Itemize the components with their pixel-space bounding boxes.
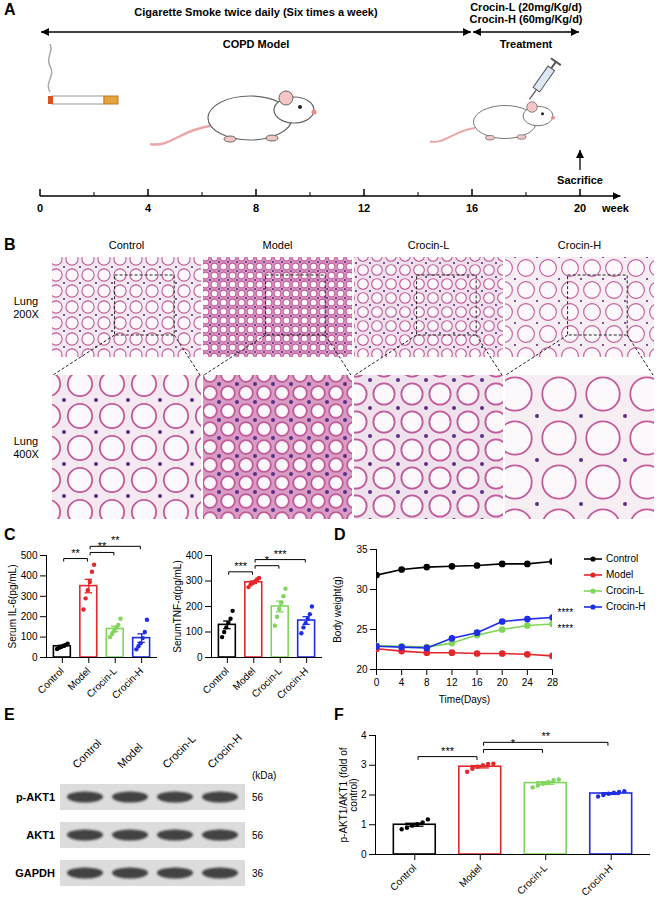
svg-text:300: 300 bbox=[186, 575, 203, 586]
html-text:Control: Control bbox=[606, 553, 639, 564]
svg-text:12: 12 bbox=[446, 677, 458, 688]
svg-text:Crocin-H: Crocin-H bbox=[275, 665, 311, 701]
svg-text:****: **** bbox=[558, 607, 574, 618]
svg-text:Lung: Lung bbox=[14, 295, 38, 307]
svg-text:100: 100 bbox=[186, 626, 203, 637]
svg-text:Crocin-L (20mg/Kg/d): Crocin-L (20mg/Kg/d) bbox=[470, 1, 582, 13]
svg-text:8: 8 bbox=[253, 202, 259, 214]
svg-text:16: 16 bbox=[472, 677, 484, 688]
svg-text:***: *** bbox=[234, 560, 248, 572]
svg-text:0: 0 bbox=[37, 202, 43, 214]
svg-text:COPD Model: COPD Model bbox=[223, 38, 290, 50]
svg-text:400X: 400X bbox=[13, 448, 39, 460]
svg-text:200: 200 bbox=[21, 611, 38, 622]
html-text:A: A bbox=[4, 1, 16, 18]
svg-text:16: 16 bbox=[466, 202, 478, 214]
svg-text:Crocin-L: Crocin-L bbox=[84, 665, 119, 700]
svg-text:400: 400 bbox=[21, 570, 38, 581]
svg-text:0: 0 bbox=[361, 849, 367, 860]
svg-text:AKT1: AKT1 bbox=[26, 829, 55, 841]
svg-text:*: * bbox=[265, 554, 270, 566]
svg-text:Control: Control bbox=[70, 737, 104, 771]
svg-text:400: 400 bbox=[186, 550, 203, 561]
svg-text:0: 0 bbox=[197, 652, 203, 663]
svg-text:****: **** bbox=[558, 623, 574, 634]
html-text:Crocin-H: Crocin-H bbox=[606, 601, 646, 612]
svg-text:Lung: Lung bbox=[14, 435, 38, 447]
svg-text:**: ** bbox=[541, 730, 550, 742]
svg-text:Crocin-L: Crocin-L bbox=[515, 862, 550, 897]
svg-text:56: 56 bbox=[252, 792, 264, 803]
svg-text:SerumTNF-α(pg/mL): SerumTNF-α(pg/mL) bbox=[172, 560, 183, 652]
svg-text:**: ** bbox=[71, 547, 80, 559]
svg-text:Treatment: Treatment bbox=[500, 38, 553, 50]
svg-text:p-AKT1/AKT1 (fold ofcontrol): p-AKT1/AKT1 (fold ofcontrol) bbox=[338, 747, 359, 842]
svg-text:12: 12 bbox=[358, 202, 370, 214]
svg-text:24: 24 bbox=[522, 677, 534, 688]
svg-text:GAPDH: GAPDH bbox=[15, 867, 55, 879]
svg-text:35: 35 bbox=[356, 544, 368, 555]
svg-text:Control: Control bbox=[388, 862, 419, 893]
svg-text:Control: Control bbox=[35, 665, 66, 696]
svg-text:***: *** bbox=[274, 548, 288, 560]
svg-text:**: ** bbox=[98, 540, 107, 552]
svg-text:8: 8 bbox=[424, 677, 430, 688]
svg-text:Crocin-H: Crocin-H bbox=[579, 862, 615, 898]
svg-text:Model: Model bbox=[230, 665, 258, 693]
svg-text:56: 56 bbox=[252, 830, 264, 841]
svg-text:Crocin-H: Crocin-H bbox=[110, 665, 146, 701]
svg-text:200X: 200X bbox=[13, 308, 39, 320]
svg-text:Crocin-H (60mg/Kg/d): Crocin-H (60mg/Kg/d) bbox=[469, 13, 582, 25]
svg-text:(kDa): (kDa) bbox=[252, 770, 276, 781]
svg-text:Crocin-L: Crocin-L bbox=[160, 733, 198, 771]
svg-text:Body weight(g): Body weight(g) bbox=[332, 576, 343, 643]
svg-text:0: 0 bbox=[32, 652, 38, 663]
svg-text:Serum IL-6(pg/mL): Serum IL-6(pg/mL) bbox=[7, 565, 18, 649]
svg-text:***: *** bbox=[441, 745, 455, 757]
svg-text:Crocin-L: Crocin-L bbox=[249, 665, 284, 700]
svg-text:4: 4 bbox=[399, 677, 405, 688]
html-text:Crocin-L: Crocin-L bbox=[606, 585, 644, 596]
svg-text:**: ** bbox=[111, 534, 120, 546]
svg-text:Model: Model bbox=[263, 239, 293, 251]
svg-text:Model: Model bbox=[115, 741, 145, 771]
svg-text:4: 4 bbox=[145, 202, 152, 214]
svg-text:20: 20 bbox=[356, 664, 368, 675]
svg-text:week: week bbox=[601, 202, 630, 214]
svg-text:20: 20 bbox=[574, 202, 586, 214]
svg-text:300: 300 bbox=[21, 591, 38, 602]
svg-text:Sacrifice: Sacrifice bbox=[557, 174, 603, 186]
svg-text:20: 20 bbox=[497, 677, 509, 688]
svg-text:3: 3 bbox=[361, 759, 367, 770]
svg-text:30: 30 bbox=[356, 584, 368, 595]
svg-text:Control: Control bbox=[109, 239, 144, 251]
svg-text:4: 4 bbox=[361, 730, 367, 741]
svg-text:Time(Days): Time(Days) bbox=[439, 694, 490, 705]
svg-text:25: 25 bbox=[356, 624, 368, 635]
html-text:B: B bbox=[4, 236, 16, 253]
svg-text:Cigarette Smoke twice daily (S: Cigarette Smoke twice daily (Six times a… bbox=[134, 6, 378, 18]
svg-text:Model: Model bbox=[457, 862, 484, 889]
svg-text:2: 2 bbox=[361, 789, 367, 800]
svg-text:Control: Control bbox=[200, 665, 231, 696]
svg-text:*: * bbox=[511, 737, 516, 749]
svg-text:500: 500 bbox=[21, 550, 38, 561]
html-text:C: C bbox=[4, 526, 16, 543]
svg-text:Crocin-L: Crocin-L bbox=[408, 239, 450, 251]
svg-text:Crocin-H: Crocin-H bbox=[558, 239, 601, 251]
svg-text:36: 36 bbox=[252, 868, 264, 879]
svg-text:p-AKT1: p-AKT1 bbox=[16, 791, 55, 803]
html-text:D: D bbox=[334, 526, 346, 543]
svg-text:Crocin-H: Crocin-H bbox=[205, 731, 244, 770]
svg-text:28: 28 bbox=[547, 677, 559, 688]
html-text:E: E bbox=[4, 706, 15, 723]
html-text:F: F bbox=[334, 706, 344, 723]
svg-text:100: 100 bbox=[21, 631, 38, 642]
html-text:Model: Model bbox=[606, 569, 634, 580]
svg-text:0: 0 bbox=[374, 677, 380, 688]
svg-text:200: 200 bbox=[186, 601, 203, 612]
svg-text:Model: Model bbox=[65, 665, 93, 693]
svg-text:1: 1 bbox=[361, 819, 367, 830]
